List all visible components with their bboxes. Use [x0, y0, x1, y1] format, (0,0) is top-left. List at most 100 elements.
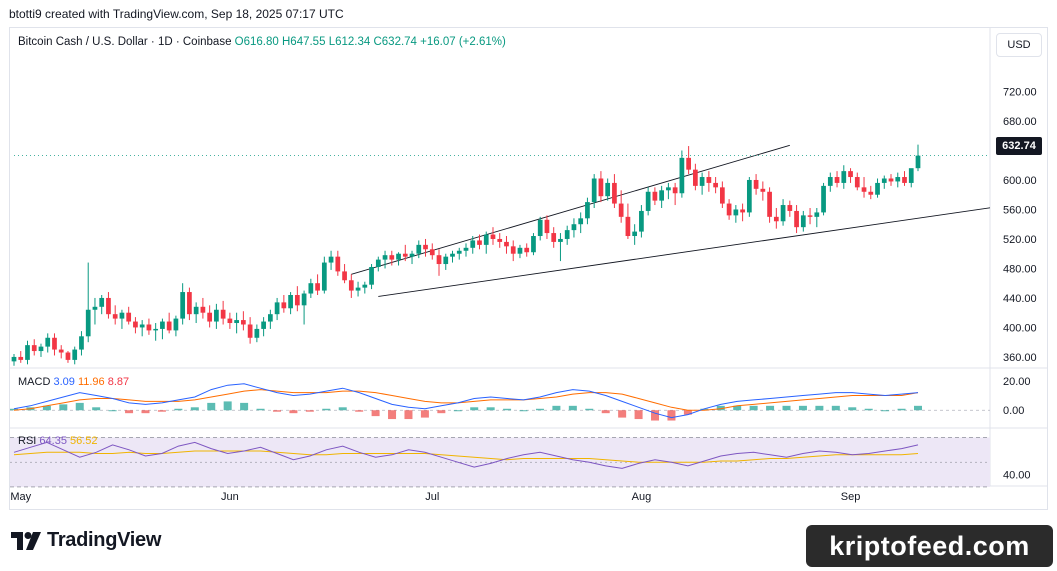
candle-body: [99, 297, 105, 307]
candle-body: [827, 177, 833, 186]
candle: [423, 238, 428, 257]
candle: [773, 207, 779, 229]
macd-histogram-bar: [256, 408, 265, 411]
legend-change: +16.07 (+2.61%): [420, 36, 506, 48]
candle: [827, 172, 833, 192]
time-tick-label: May: [10, 491, 31, 503]
candle: [719, 181, 725, 208]
candle-body: [65, 352, 71, 360]
candle: [733, 205, 739, 223]
macd-legend[interactable]: MACD 3.09 11.96 8.87: [18, 376, 129, 388]
macd-histogram-bar: [157, 410, 166, 412]
macd-histogram-bar: [716, 405, 725, 411]
candle-body: [261, 321, 266, 329]
candle: [227, 312, 233, 329]
candle-body: [517, 247, 523, 254]
channel-upper-line: [351, 144, 790, 275]
rsi-ma-line: [13, 450, 919, 463]
candle: [274, 297, 280, 321]
candle: [753, 174, 759, 195]
candle-body: [214, 309, 219, 322]
macd-histogram-bar: [700, 408, 709, 411]
last-price-tag: 632.74: [996, 137, 1042, 155]
rsi-legend[interactable]: RSI 64.35 56.52: [18, 435, 98, 447]
candle: [241, 311, 246, 331]
legend-close: C632.74: [373, 36, 417, 48]
candle: [362, 281, 368, 294]
candle: [72, 346, 78, 365]
macd-label: MACD: [18, 376, 51, 388]
macd-histogram-bar: [10, 408, 18, 411]
candle: [112, 305, 118, 325]
candle-body: [220, 309, 226, 319]
tradingview-logo[interactable]: TradingView: [11, 529, 161, 552]
currency-button[interactable]: USD: [996, 33, 1042, 57]
candle: [321, 256, 327, 294]
price-tick-label: 520.00: [1003, 234, 1037, 246]
candle-body: [375, 259, 381, 267]
tradingview-logo-icon: [11, 531, 41, 550]
candle-body: [369, 266, 374, 285]
candle: [180, 283, 186, 325]
candle-body: [389, 255, 395, 260]
candle: [902, 171, 907, 186]
candle-body: [780, 205, 786, 222]
candle: [612, 174, 617, 208]
candle-body: [807, 215, 813, 217]
candle-body: [652, 191, 658, 201]
candlestick-series: [11, 144, 921, 366]
candle: [463, 243, 469, 257]
candle-body: [382, 255, 388, 260]
macd-tick-label: 0.00: [1003, 405, 1024, 417]
candle-body: [537, 219, 543, 237]
candle: [220, 300, 226, 325]
candle-body: [699, 177, 705, 186]
candle: [686, 146, 691, 175]
legend-open: O616.80: [234, 36, 279, 48]
candle-body: [153, 328, 159, 331]
candle: [510, 240, 516, 262]
candle-body: [254, 328, 260, 338]
chart-frame: [9, 27, 1048, 510]
candle-body: [814, 212, 820, 217]
price-tick-label: 440.00: [1003, 293, 1037, 305]
candle: [382, 250, 388, 269]
candle: [267, 309, 273, 329]
candle-body: [294, 295, 300, 306]
candle-body: [679, 157, 685, 194]
candle-body: [544, 219, 550, 234]
channel-lower-line: [378, 207, 990, 297]
candle-body: [915, 155, 921, 169]
candle: [746, 177, 752, 217]
candle-body: [645, 191, 651, 211]
macd-histogram-bar: [683, 410, 692, 415]
macd-histogram-bar: [371, 410, 380, 417]
candle-body: [443, 256, 449, 265]
candle-body: [753, 179, 759, 189]
candle-body: [618, 203, 624, 217]
candle: [173, 315, 179, 337]
macd-histogram-bar: [667, 410, 676, 421]
candle-body: [564, 230, 570, 239]
candle-body: [841, 171, 847, 183]
candle-body: [166, 321, 172, 331]
legend-low: L612.34: [328, 36, 371, 48]
candle-body: [11, 356, 17, 362]
candle-body: [848, 171, 853, 178]
candle: [65, 351, 71, 363]
macd-histogram-bar: [486, 407, 495, 411]
candle-body: [112, 314, 118, 319]
candle: [106, 292, 111, 319]
candle: [679, 150, 685, 198]
candle: [895, 172, 901, 188]
candle: [726, 199, 732, 220]
candle: [294, 286, 300, 312]
candle: [85, 262, 91, 343]
chart-grid: [10, 28, 1047, 487]
candle: [301, 290, 307, 325]
candle-body: [632, 231, 638, 237]
rsi-line: [13, 441, 919, 469]
candle-body: [531, 236, 536, 253]
candle-body: [726, 203, 732, 216]
